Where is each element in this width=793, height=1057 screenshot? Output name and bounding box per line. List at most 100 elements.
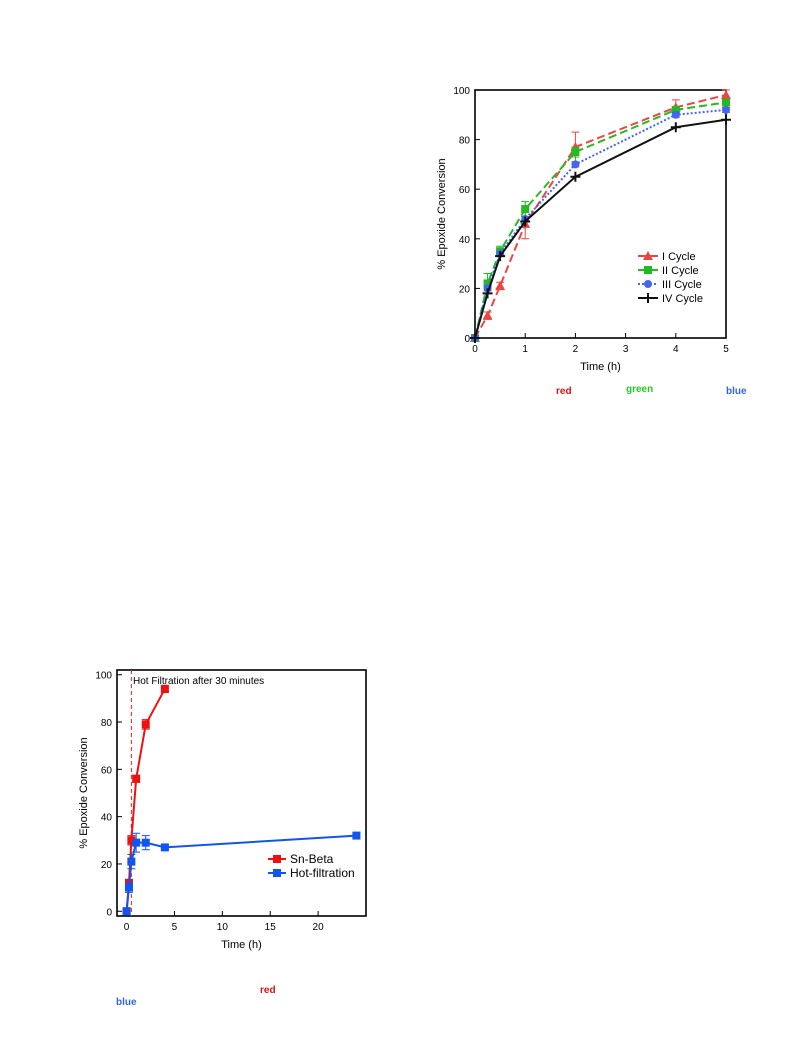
data-point-0-3 <box>470 333 480 343</box>
data-point-0-2 <box>496 249 505 258</box>
error-bar-1-0 <box>160 684 169 693</box>
x-tick-label-1: 20 <box>313 922 325 933</box>
x-axis-label-1: Time (h) <box>221 939 262 951</box>
legend-marker-0-2 <box>644 280 652 288</box>
error-bar-1-0 <box>122 908 131 915</box>
error-bar-1-1 <box>160 844 169 851</box>
error-bar-0-2 <box>521 215 530 222</box>
error-bar-0-0 <box>671 99 680 116</box>
error-bar-0-0 <box>571 131 580 163</box>
y-tick-label-0: 40 <box>459 235 471 246</box>
data-point-0-1 <box>483 279 492 288</box>
error-bar-0-2 <box>483 285 492 292</box>
data-point-0-1 <box>571 148 580 156</box>
data-point-0-2 <box>471 334 479 342</box>
data-point-0-3 <box>670 122 681 133</box>
legend-label-1-1: Hot-filtration <box>290 866 355 880</box>
error-bar-1-0 <box>132 774 141 783</box>
data-point-1-0 <box>127 836 136 845</box>
legend-label-0-1: II Cycle <box>662 265 699 277</box>
data-point-0-0 <box>470 333 480 342</box>
data-point-0-2 <box>521 214 530 223</box>
error-bar-0-1 <box>496 245 505 257</box>
y-tick-label-0: 0 <box>464 334 470 345</box>
data-point-0-3 <box>721 114 731 125</box>
error-bar-0-1 <box>471 335 479 341</box>
plot-frame-0 <box>474 89 727 339</box>
error-bar-0-0 <box>521 208 530 240</box>
data-point-1-0 <box>160 684 169 693</box>
x-tick-label-0: 3 <box>623 344 629 355</box>
legend-marker-0-0 <box>643 251 653 260</box>
error-bar-1-1 <box>352 832 361 839</box>
data-point-0-1 <box>496 247 505 256</box>
data-point-0-1 <box>521 205 530 214</box>
series-line-1-0 <box>125 688 166 912</box>
x-tick-label-1: 0 <box>124 922 130 933</box>
data-point-0-2 <box>483 284 492 293</box>
error-bar-1-0 <box>141 719 150 730</box>
error-bar-0-1 <box>571 146 580 158</box>
error-bar-0-2 <box>671 111 680 118</box>
y-tick-label-1: 60 <box>101 765 113 776</box>
legend-marker-0-3 <box>643 293 653 303</box>
data-point-0-0 <box>721 89 731 99</box>
data-point-0-3 <box>570 171 581 182</box>
y-tick-label-1: 40 <box>101 813 113 824</box>
error-bar-0-2 <box>571 161 580 168</box>
data-point-0-3 <box>482 288 493 299</box>
x-tick-label-0: 0 <box>472 344 478 355</box>
x-tick-label-0: 1 <box>522 344 528 355</box>
data-point-0-0 <box>495 280 506 290</box>
error-bar-0-0 <box>722 89 730 101</box>
error-bar-1-0 <box>124 878 133 887</box>
series-line-0-3 <box>474 118 727 339</box>
data-point-1-0 <box>132 774 141 783</box>
data-point-0-2 <box>722 105 730 114</box>
x-tick-label-1: 5 <box>172 922 178 933</box>
data-point-1-1 <box>122 907 131 916</box>
data-point-1-1 <box>160 843 169 852</box>
data-point-1-1 <box>132 838 141 847</box>
error-bar-0-1 <box>671 106 680 113</box>
annotation-hot-filtration: Hot Filtration after 30 minutes <box>133 676 264 687</box>
legend-label-1-0: Sn-Beta <box>290 852 334 866</box>
caption-word-blue-top: blue <box>726 386 747 397</box>
error-bar-1-1 <box>124 882 133 893</box>
y-tick-label-1: 20 <box>101 860 113 871</box>
x-tick-label-0: 4 <box>673 344 679 355</box>
data-point-0-1 <box>471 334 479 342</box>
data-point-0-3 <box>495 251 506 262</box>
data-point-1-1 <box>352 831 361 840</box>
error-bar-0-2 <box>496 250 505 257</box>
series-line-0-1 <box>474 101 727 339</box>
data-point-1-1 <box>141 838 150 847</box>
caption-word-green-top: green <box>626 384 654 395</box>
data-point-1-0 <box>122 907 131 916</box>
caption-word-blue-bottom: blue <box>116 997 137 1008</box>
error-bar-0-0 <box>496 281 505 291</box>
error-bar-0-1 <box>521 201 530 217</box>
data-point-0-0 <box>520 218 531 228</box>
data-point-1-1 <box>127 857 136 866</box>
caption-word-red-bottom: red <box>260 985 276 996</box>
data-point-0-2 <box>671 110 680 119</box>
error-bar-1-1 <box>132 832 141 853</box>
caption-word-red-top: red <box>556 386 572 397</box>
error-bar-1-1 <box>141 835 150 851</box>
error-bar-1-1 <box>127 854 136 870</box>
error-bar-0-1 <box>722 99 730 106</box>
legend-marker-1-1 <box>273 869 281 877</box>
y-tick-label-0: 80 <box>459 136 471 147</box>
y-tick-label-1: 0 <box>106 907 112 918</box>
data-point-0-3 <box>520 216 531 227</box>
x-tick-label-0: 2 <box>573 344 579 355</box>
series-line-1-1 <box>125 834 357 912</box>
error-bar-0-2 <box>722 106 730 113</box>
y-tick-label-1: 80 <box>101 718 113 729</box>
y-tick-label-1: 100 <box>95 671 112 682</box>
error-bar-1-0 <box>127 835 136 846</box>
data-point-0-1 <box>671 105 680 114</box>
y-axis-label-0: % Epoxide Conversion <box>436 158 448 269</box>
